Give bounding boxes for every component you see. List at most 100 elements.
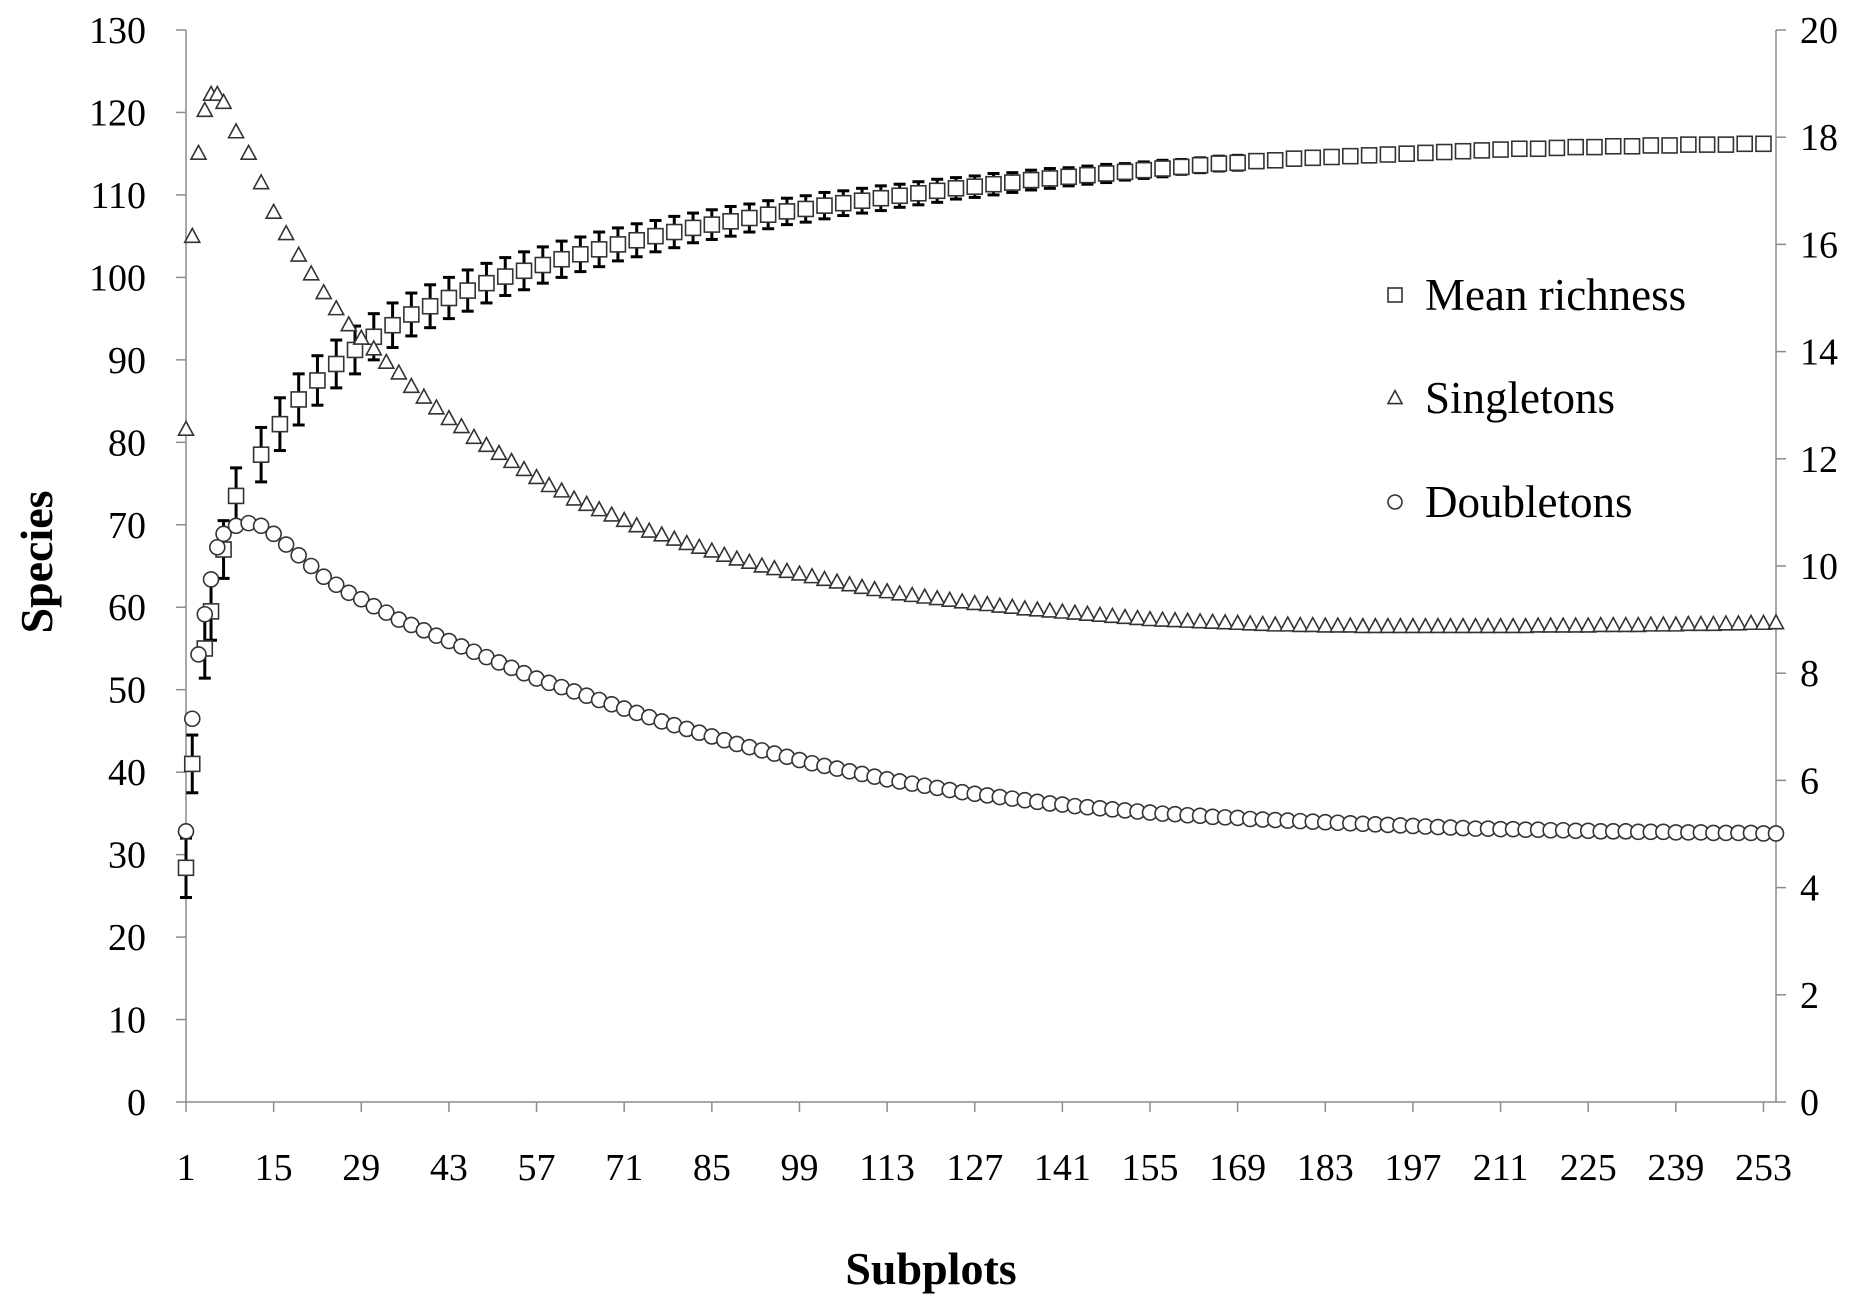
data-point [828, 572, 846, 589]
right-y-tick-label: 14 [1800, 332, 1838, 374]
data-point [1278, 615, 1297, 632]
data-point [540, 476, 558, 493]
data-point [1717, 136, 1735, 153]
data-point [928, 182, 946, 200]
x-tick-label: 197 [1384, 1147, 1441, 1189]
data-point [1210, 155, 1228, 172]
data-point [797, 200, 815, 218]
data-point [302, 264, 321, 281]
x-tick-label: 253 [1735, 1147, 1792, 1189]
left-y-tick-label: 80 [108, 422, 146, 464]
data-point [1441, 617, 1460, 634]
legend-marker-circle [1387, 494, 1403, 510]
data-point [978, 595, 997, 612]
data-point [552, 481, 571, 498]
data-point [1228, 613, 1247, 631]
data-point [1379, 617, 1397, 634]
data-point [1266, 615, 1285, 632]
data-point [177, 823, 195, 840]
data-point [1066, 603, 1084, 620]
data-point [665, 223, 683, 241]
data-point [1511, 140, 1528, 158]
data-point [1053, 602, 1072, 619]
data-point [1641, 615, 1660, 632]
data-point [1566, 616, 1585, 633]
x-tick-label: 29 [342, 1147, 380, 1189]
data-point [183, 710, 201, 728]
data-point [1604, 615, 1623, 633]
data-point [1504, 617, 1522, 634]
data-point [427, 398, 446, 415]
data-point [1366, 617, 1385, 634]
data-point [1216, 613, 1234, 630]
x-tick-label: 71 [605, 1147, 643, 1189]
data-point [577, 494, 596, 512]
data-point [183, 226, 202, 244]
data-point [759, 206, 777, 224]
data-point [990, 596, 1009, 613]
data-point [1491, 617, 1510, 634]
data-point [1729, 614, 1748, 631]
data-point [1416, 617, 1435, 634]
data-point [496, 268, 514, 285]
data-point [1166, 611, 1184, 628]
data-point [227, 487, 245, 505]
data-point [1680, 136, 1697, 153]
data-point [1629, 615, 1648, 633]
right-y-tick-label: 4 [1800, 868, 1819, 910]
data-point [1767, 825, 1785, 842]
data-point [1022, 171, 1040, 189]
data-point [1135, 161, 1153, 179]
data-point [527, 468, 546, 485]
right-y-tick-label: 20 [1800, 10, 1838, 52]
x-tick-label: 15 [255, 1147, 293, 1189]
data-point [1479, 617, 1497, 634]
data-point [1379, 146, 1397, 163]
data-point [1116, 163, 1134, 181]
data-point [1623, 137, 1641, 155]
x-axis-ticks: 1 15 29 43 57 71 85 99 113 127 141 155 169 183 197 211 2… [177, 1102, 1792, 1189]
x-tick-label: 225 [1560, 1147, 1617, 1189]
legend: Mean richness Singletons Doubletons [1386, 270, 1686, 527]
data-point [790, 564, 809, 581]
data-point [515, 262, 533, 280]
data-point [1698, 136, 1716, 153]
right-y-tick-label: 8 [1800, 653, 1819, 695]
data-point [872, 189, 890, 207]
data-point [1554, 616, 1573, 633]
data-point [415, 387, 433, 404]
data-point [1391, 617, 1410, 634]
data-point [1173, 158, 1190, 176]
x-tick-label: 155 [1122, 1147, 1179, 1189]
legend-label: Mean richness [1425, 270, 1686, 320]
data-point [1404, 617, 1422, 634]
series-mean-richness [177, 135, 1772, 877]
data-point [834, 194, 852, 212]
y-axis-title: Species [11, 490, 62, 633]
left-y-tick-label: 60 [108, 587, 146, 629]
data-point [477, 435, 496, 453]
data-point [465, 427, 483, 445]
x-axis-title: Subplots [845, 1243, 1016, 1294]
data-point [252, 173, 270, 190]
data-point [196, 605, 214, 623]
data-point [239, 143, 258, 160]
data-point [1154, 160, 1171, 177]
data-point [1323, 148, 1340, 166]
data-point [740, 552, 759, 569]
data-point [753, 556, 771, 573]
data-point [677, 533, 696, 551]
data-point [1666, 615, 1685, 632]
data-point [177, 859, 195, 877]
left-y-tick-label: 0 [127, 1082, 146, 1124]
data-point [1128, 608, 1147, 626]
data-point [665, 529, 684, 546]
x-tick-label: 127 [946, 1147, 1003, 1189]
data-point [1548, 139, 1566, 157]
data-point [421, 297, 439, 315]
x-tick-label: 169 [1209, 1147, 1266, 1189]
data-point [703, 216, 721, 233]
data-point [1303, 615, 1322, 633]
legend-label: Doubletons [1425, 477, 1633, 527]
